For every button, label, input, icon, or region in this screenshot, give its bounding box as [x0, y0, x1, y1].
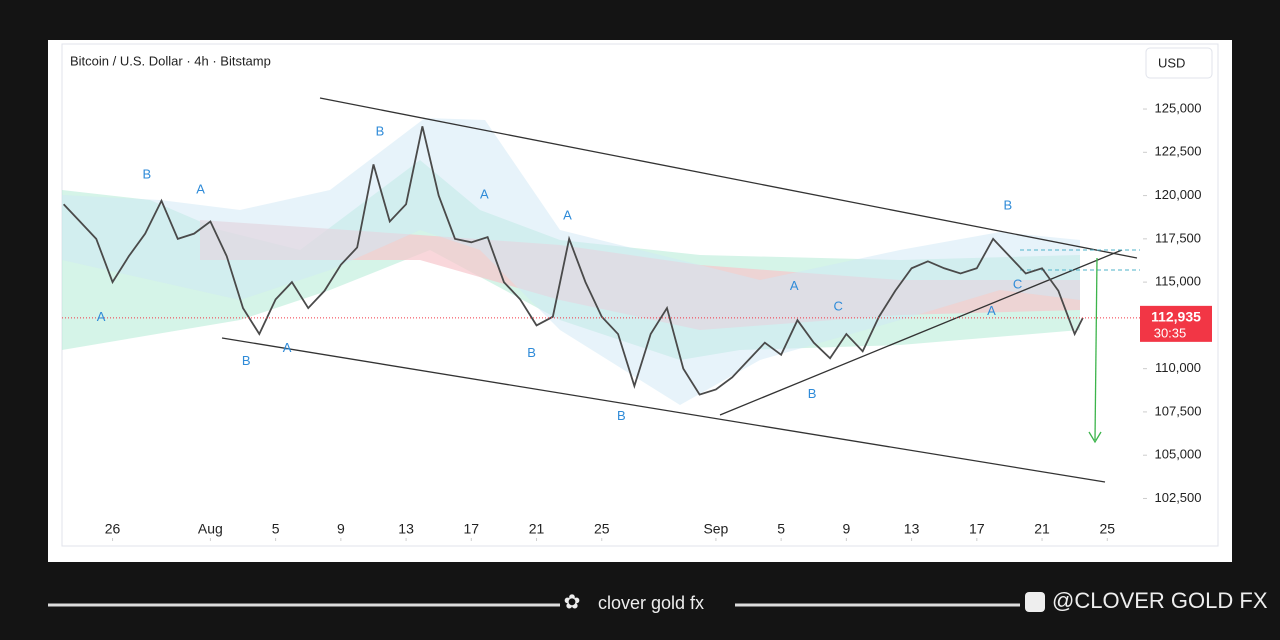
y-tick-label: 102,500: [1155, 490, 1202, 505]
y-tick-label: 120,000: [1155, 187, 1202, 202]
x-tick-label: 9: [337, 521, 345, 537]
channel-line: [319, 97, 1138, 259]
x-tick-label: 13: [904, 521, 920, 537]
chart-title: Bitcoin / U.S. Dollar · 4h · Bitstamp: [70, 53, 271, 68]
y-tick-label: 122,500: [1155, 144, 1202, 159]
last-price-label: 112,935: [1151, 309, 1201, 325]
wave-label: A: [987, 303, 996, 318]
wave-label: B: [142, 166, 151, 181]
wave-label: A: [283, 340, 292, 355]
x-tick-label: Sep: [703, 521, 728, 537]
band: [62, 118, 1080, 405]
wave-label: B: [1003, 197, 1012, 212]
logo: ✿: [564, 591, 581, 613]
target-arrow: [1094, 257, 1098, 441]
x-tick-label: 21: [529, 521, 545, 537]
y-tick-label: 107,500: [1155, 403, 1202, 418]
x-tick-label: 17: [464, 521, 480, 537]
x-tick-label: 17: [969, 521, 985, 537]
y-tick-label: 115,000: [1155, 274, 1201, 289]
target-arrow-head: [1088, 431, 1102, 444]
y-tick-label: 110,000: [1155, 360, 1201, 375]
wave-label: B: [527, 345, 536, 360]
trend-line: [719, 249, 1123, 416]
currency: USD: [1158, 55, 1185, 70]
wave-label: A: [97, 309, 106, 324]
y-tick-label: 105,000: [1155, 447, 1202, 462]
footer-handle: @CLOVER GOLD FX: [1052, 588, 1268, 613]
wave-label: B: [808, 386, 817, 401]
price-line: [62, 126, 1084, 396]
x-tick-label: 25: [594, 521, 610, 537]
channel-line: [221, 337, 1106, 483]
x-tick-label: 9: [842, 521, 850, 537]
x-tick-label: 5: [777, 521, 785, 537]
wave-label: C: [1013, 276, 1022, 291]
wave-label: A: [563, 207, 572, 222]
wave-label: B: [242, 353, 251, 368]
x-tick-label: 26: [105, 521, 121, 537]
wave-label: C: [834, 298, 843, 313]
currency-box: [1145, 47, 1213, 79]
x-tick-label: 21: [1034, 521, 1050, 537]
wave-label: B: [617, 408, 626, 423]
x-tick-label: 25: [1099, 521, 1115, 537]
wave-label: B: [376, 123, 385, 138]
y-tick-label: 125,000: [1155, 100, 1202, 115]
x-tick-label: Aug: [198, 521, 223, 537]
countdown: 30:35: [1154, 325, 1187, 340]
last-price-box: [1140, 305, 1212, 342]
footer-brand: clover gold fx: [598, 593, 704, 613]
y-tick-label: 117,500: [1155, 230, 1201, 245]
x-tick-label: 5: [272, 521, 280, 537]
wave-label: A: [196, 181, 205, 196]
wave-label: A: [790, 278, 799, 293]
social-icon: [1025, 592, 1045, 612]
x-tick-label: 13: [398, 521, 414, 537]
wave-label: A: [480, 186, 489, 201]
